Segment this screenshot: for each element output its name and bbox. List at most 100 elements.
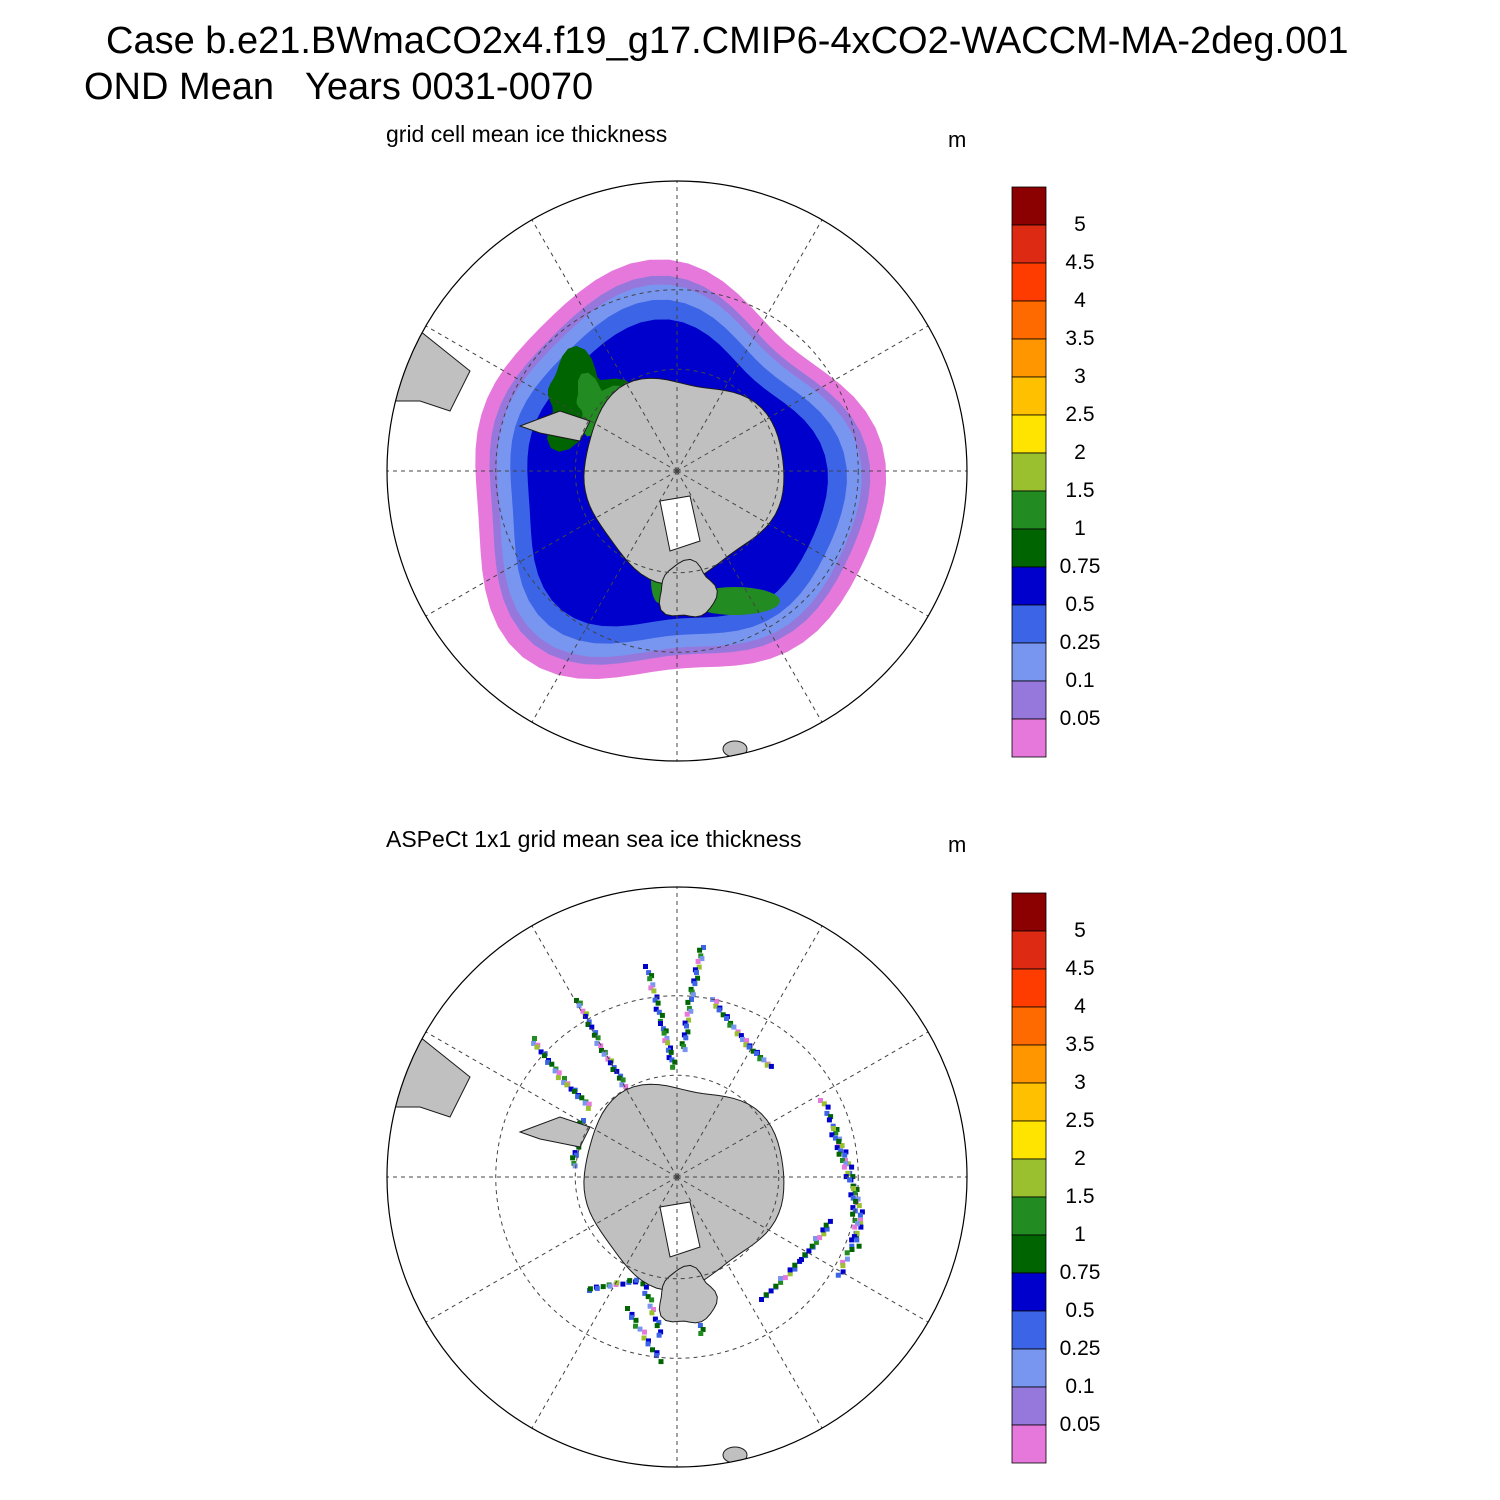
antarctic-peninsula (518, 1116, 591, 1148)
panel-1-units: m (948, 127, 967, 152)
obs-cell (690, 992, 696, 998)
obs-cell (850, 1211, 856, 1217)
obs-cell (658, 1021, 663, 1026)
colorbar-box-8 (1011, 1196, 1047, 1236)
obs-cell (838, 1148, 844, 1154)
obs-cell (591, 1032, 597, 1038)
obs-cell (684, 1011, 690, 1017)
obs-cell (661, 1030, 667, 1036)
obs-cell (856, 1203, 862, 1209)
obs-cell (850, 1195, 856, 1201)
obs-cell (817, 1235, 823, 1241)
period-title: OND Mean Years 0031-0070 (84, 66, 594, 108)
colorbar-box-1 (1011, 930, 1047, 970)
obs-cell (685, 1029, 691, 1035)
colorbar-box-1 (1011, 224, 1047, 264)
meridian-line (531, 470, 678, 723)
meridian-line (676, 470, 929, 617)
obs-cell (637, 1326, 643, 1332)
colorbar-box-13 (1011, 1386, 1047, 1426)
obs-cell (576, 1003, 582, 1009)
colorbar-box-2 (1011, 968, 1047, 1008)
obs-cell (556, 1070, 562, 1076)
obs-cell (802, 1252, 808, 1258)
obs-cell (854, 1230, 860, 1236)
obs-cell (654, 1353, 659, 1359)
obs-cell (599, 1048, 604, 1053)
obs-cell (656, 1319, 662, 1325)
colorbar-box-10 (1011, 1272, 1047, 1312)
obs-cell (823, 1222, 829, 1228)
meridian-line (425, 1176, 678, 1323)
antarctica-lobe (658, 1264, 718, 1324)
meridian-line (676, 1176, 929, 1323)
obs-cell (581, 1118, 586, 1123)
colorbar-label: 1 (1074, 517, 1086, 540)
map-boundary (386, 180, 968, 762)
obs-cell (840, 1259, 846, 1265)
obs-cell (629, 1314, 634, 1320)
obs-cell (689, 997, 694, 1002)
obs-cell (845, 1170, 851, 1176)
obs-cell (692, 981, 698, 987)
colorbar-label: 0.5 (1065, 593, 1095, 616)
obs-cell (575, 1094, 581, 1100)
colorbar-label: 0.25 (1059, 631, 1101, 654)
obs-cell (849, 1243, 855, 1249)
obs-cell (698, 1331, 704, 1336)
colorbar-label: 0.05 (1059, 1413, 1101, 1436)
obs-cell (594, 1040, 600, 1046)
obs-cell (534, 1044, 540, 1050)
colorbar-label: 4 (1074, 289, 1086, 312)
colorbar-label: 0.75 (1059, 1261, 1101, 1284)
obs-cell (640, 1281, 646, 1287)
obs-cell (858, 1224, 864, 1230)
obs-cell (787, 1271, 793, 1277)
obs-cell (647, 1303, 653, 1309)
meridian-line (531, 925, 678, 1178)
obs-cell (694, 970, 699, 975)
antarctica-land (583, 1083, 785, 1291)
obs-cell (670, 1064, 676, 1070)
obs-cell (564, 1082, 570, 1088)
obs-cell (846, 1161, 852, 1167)
colorbar-box-7 (1011, 452, 1047, 492)
obs-cell (688, 986, 694, 992)
colorbar-box-6 (1011, 1120, 1047, 1160)
colorbar-label: 1 (1074, 1223, 1086, 1246)
obs-cell (643, 964, 648, 969)
meridian-line (676, 325, 929, 472)
obs-cell (840, 1158, 845, 1163)
obs-cell (813, 1236, 818, 1241)
obs-cell (572, 1150, 578, 1156)
obs-cell (848, 1192, 854, 1198)
meridian-line (676, 1176, 823, 1429)
colorbar-label: 3.5 (1065, 1033, 1095, 1056)
obs-cell (683, 1035, 689, 1041)
colorbar-box-3 (1011, 300, 1047, 340)
meridian-line (425, 1031, 678, 1178)
obs-cell (829, 1132, 835, 1138)
obs-cell (832, 1135, 838, 1141)
latitude-circle-1 (495, 289, 859, 653)
obs-cell (555, 1075, 561, 1081)
case-title: Case b.e21.BWmaCO2x4.f19_g17.CMIP6-4xCO2… (106, 20, 1349, 62)
obs-cell (759, 1297, 764, 1302)
obs-cell (713, 1003, 719, 1009)
obs-cell (849, 1164, 855, 1170)
map-content (387, 181, 967, 761)
colorbar-box-12 (1011, 642, 1047, 682)
obs-cell (799, 1257, 804, 1262)
obs-cell (858, 1221, 864, 1227)
obs-cell (689, 989, 695, 995)
obs-cell (633, 1317, 639, 1323)
obs-cell (552, 1068, 558, 1074)
obs-cell (851, 1186, 856, 1191)
latitude-circle-0 (574, 368, 780, 574)
obs-cell (662, 1038, 668, 1044)
obs-cell (843, 1161, 849, 1167)
obs-cell (654, 1323, 660, 1329)
obs-cell (580, 1008, 586, 1014)
obs-cell (731, 1024, 737, 1030)
